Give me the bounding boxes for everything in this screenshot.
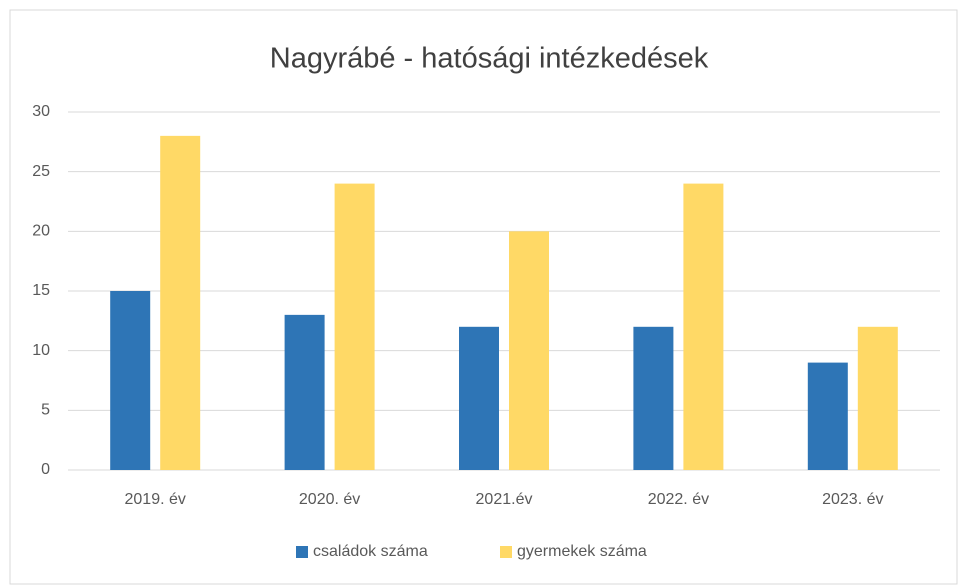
y-tick-label: 5	[41, 402, 50, 419]
legend-swatch	[500, 546, 512, 558]
legend-label: gyermekek száma	[517, 543, 647, 560]
bar	[110, 291, 151, 470]
y-tick-label: 15	[32, 282, 50, 299]
x-tick-label: 2022. év	[648, 491, 709, 508]
y-tick-label: 10	[32, 342, 50, 359]
bar	[459, 326, 499, 470]
bar	[683, 183, 724, 470]
legend-label: családok száma	[313, 543, 428, 560]
y-tick-label: 0	[41, 461, 50, 478]
y-tick-label: 30	[32, 103, 50, 120]
legend-swatch	[296, 546, 308, 558]
bar	[284, 314, 325, 470]
x-tick-label: 2021.év	[476, 491, 533, 508]
bar	[857, 326, 898, 470]
bar	[807, 362, 848, 470]
chart-title: Nagyrábé - hatósági intézkedések	[270, 43, 709, 75]
x-tick-label: 2020. év	[299, 491, 360, 508]
bar	[633, 326, 674, 470]
x-tick-label: 2019. év	[125, 491, 186, 508]
x-tick-label: 2023. év	[822, 491, 883, 508]
y-tick-label: 25	[32, 163, 50, 180]
bar	[509, 231, 549, 470]
bar	[160, 135, 201, 470]
y-tick-label: 20	[32, 223, 50, 240]
bar	[334, 183, 375, 470]
